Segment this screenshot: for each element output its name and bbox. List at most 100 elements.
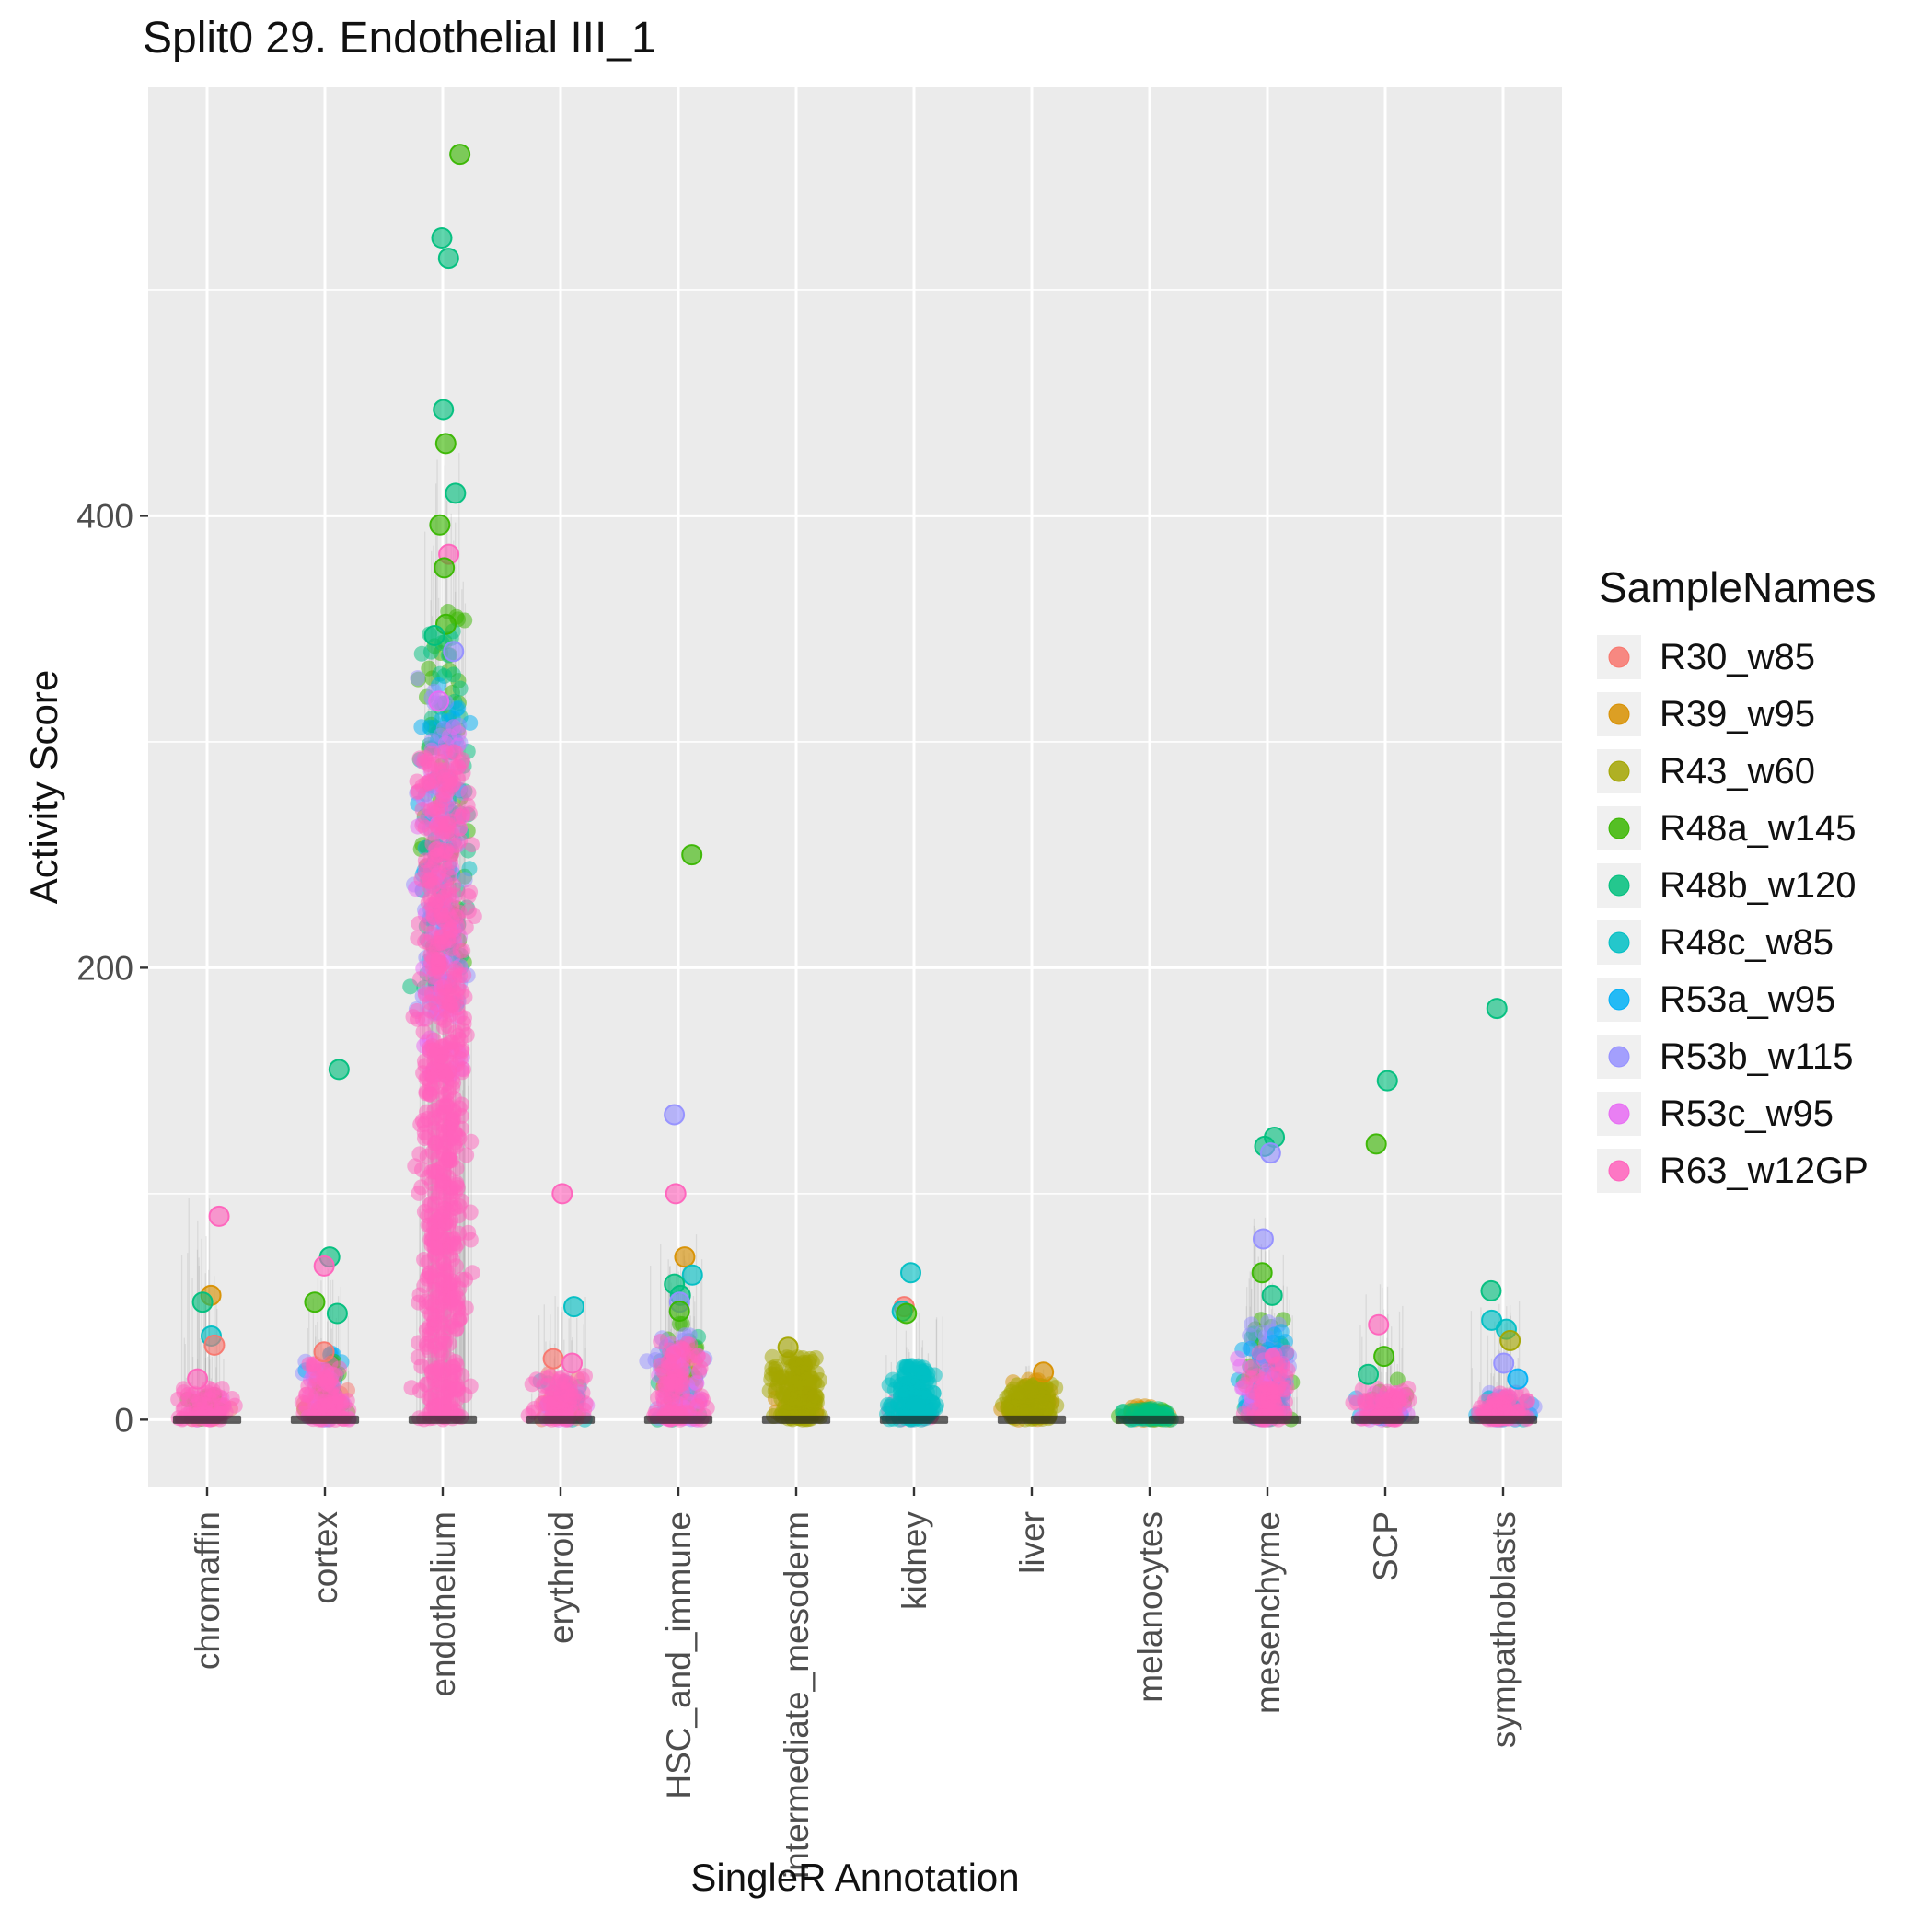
zero-strip — [879, 1415, 949, 1424]
data-point — [667, 1368, 684, 1384]
data-point — [464, 1265, 480, 1281]
data-point — [1128, 1402, 1144, 1418]
data-point — [462, 884, 479, 900]
data-point — [320, 1396, 337, 1413]
outlier-point — [664, 1104, 686, 1126]
data-point — [563, 1388, 580, 1405]
x-tick-label: mesenchyme — [1249, 1511, 1287, 1714]
data-point — [419, 1376, 435, 1393]
data-point — [440, 931, 457, 947]
data-point — [435, 1255, 452, 1271]
data-point — [449, 1295, 466, 1312]
outlier-point — [1373, 1346, 1395, 1368]
outlier-point — [304, 1291, 326, 1313]
data-point — [331, 1360, 348, 1377]
data-point — [441, 1062, 457, 1079]
data-point — [889, 1396, 906, 1413]
outlier-point — [203, 1334, 226, 1356]
outlier-point — [665, 1183, 687, 1205]
legend-label: R48c_w85 — [1660, 922, 1834, 963]
data-point — [903, 1382, 920, 1398]
outlier-point — [1507, 1368, 1529, 1390]
data-point — [699, 1400, 715, 1417]
data-point — [415, 1065, 432, 1082]
data-point — [1498, 1387, 1515, 1404]
data-point — [807, 1387, 824, 1404]
outlier-point — [551, 1183, 573, 1205]
data-point — [436, 1012, 453, 1029]
category-points-chromaffin — [170, 1197, 243, 1428]
outlier-point — [431, 226, 453, 249]
data-point — [1365, 1392, 1382, 1408]
data-point — [459, 797, 476, 814]
data-point — [443, 847, 459, 863]
data-point — [413, 645, 430, 662]
data-point — [1253, 1393, 1269, 1409]
data-point — [446, 1124, 463, 1140]
outlier-point — [1365, 1133, 1387, 1155]
outlier-point — [423, 625, 445, 647]
outlier-point — [313, 1255, 335, 1277]
data-point — [555, 1373, 572, 1390]
data-point — [440, 1084, 457, 1101]
data-point — [440, 1319, 457, 1336]
data-point — [449, 918, 466, 934]
data-point — [456, 1015, 472, 1032]
data-point — [438, 1186, 455, 1203]
legend-key-dot — [1608, 989, 1630, 1011]
zero-strip — [1232, 1415, 1302, 1424]
x-tick-label: SCP — [1367, 1511, 1405, 1581]
outlier-point — [429, 514, 451, 536]
y-axis-title: Activity Score — [22, 669, 65, 905]
outlier-point — [328, 1059, 350, 1081]
outlier-point — [899, 1262, 921, 1284]
x-tick-label: endothelium — [424, 1511, 462, 1697]
category-points-melanocytes — [1110, 1398, 1185, 1428]
zero-strip — [1350, 1415, 1420, 1424]
x-tick-label: HSC_and_immune — [660, 1511, 698, 1799]
outlier-point — [1358, 1363, 1380, 1385]
y-tick-label: 200 — [76, 949, 133, 987]
data-point — [528, 1371, 545, 1388]
legend-label: R43_w60 — [1660, 751, 1815, 792]
data-point — [417, 819, 434, 836]
category-points-erythroid — [520, 1183, 596, 1428]
zero-strip — [997, 1415, 1067, 1424]
data-point — [451, 904, 468, 920]
data-point — [435, 1174, 452, 1190]
data-point — [403, 1380, 420, 1396]
legend-key-dot — [1608, 931, 1630, 954]
data-point — [420, 895, 436, 911]
outlier-point — [1368, 1313, 1390, 1336]
outlier-point — [1252, 1228, 1274, 1250]
zero-strip — [172, 1415, 242, 1424]
data-point — [422, 1294, 439, 1311]
data-point — [224, 1391, 240, 1407]
x-tick-label: cortex — [307, 1511, 344, 1604]
data-point — [409, 1002, 425, 1019]
outlier-point — [896, 1302, 918, 1325]
data-point — [449, 1235, 466, 1252]
data-point — [451, 725, 468, 742]
legend-key-dot — [1608, 1160, 1630, 1182]
category-points-endothelium — [402, 144, 482, 1428]
data-point — [460, 1224, 477, 1241]
data-point — [688, 1375, 705, 1392]
data-point — [417, 986, 434, 1002]
data-point — [1513, 1386, 1530, 1403]
data-point — [170, 1391, 187, 1407]
data-point — [1278, 1344, 1295, 1360]
x-tick-label: liver — [1013, 1511, 1051, 1574]
data-point — [452, 680, 469, 697]
category-points-sympathoblasts — [1468, 998, 1543, 1428]
x-tick-label: kidney — [896, 1511, 933, 1610]
legend-key-dot — [1608, 817, 1630, 839]
outlier-point — [437, 248, 459, 270]
data-point — [1016, 1403, 1033, 1419]
data-point — [411, 1335, 427, 1351]
data-point — [695, 1351, 711, 1368]
y-tick-label: 0 — [114, 1401, 133, 1439]
legend-key-dot — [1608, 760, 1630, 782]
data-point — [411, 971, 428, 988]
